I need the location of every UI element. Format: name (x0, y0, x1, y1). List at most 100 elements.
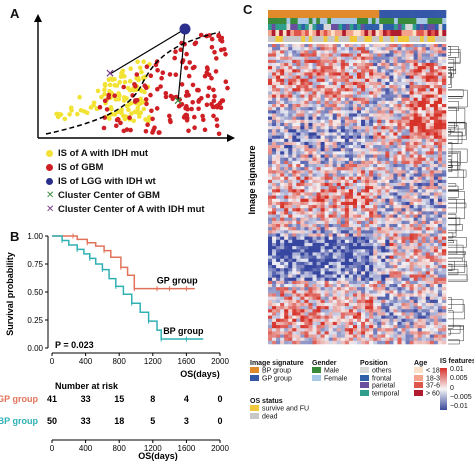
scatter-point-red (209, 44, 215, 50)
heatmap-cell (300, 88, 305, 92)
heatmap-cell (437, 154, 443, 158)
heatmap-cell (276, 75, 281, 80)
heatmap-cell (340, 81, 346, 86)
heatmap-cell (437, 214, 443, 218)
heatmap-cell (336, 261, 342, 266)
heatmap-cell (312, 306, 317, 310)
heatmap-cell (373, 179, 378, 184)
annotation-cell (438, 10, 443, 18)
heatmap-cell (421, 69, 427, 73)
heatmap-cell (437, 280, 443, 285)
heatmap-cell (276, 325, 281, 329)
heatmap-cell (401, 239, 406, 244)
heatmap-cell (357, 309, 362, 313)
heatmap-cell (441, 53, 447, 57)
heatmap-cell (300, 328, 305, 332)
heatmap-cell (401, 255, 406, 260)
heatmap-cell (292, 53, 297, 57)
annotation-cell (293, 18, 298, 24)
heatmap-cell (272, 85, 277, 89)
heatmap-cell (316, 287, 321, 291)
scatter-point-yellow (102, 81, 108, 87)
heatmap-cell (381, 312, 386, 316)
annotation-cell (338, 30, 343, 36)
heatmap-cell (272, 312, 277, 316)
heatmap-cell (316, 293, 321, 297)
heatmap-cell (433, 274, 439, 278)
heatmap-cell (425, 186, 431, 190)
heatmap-cell (332, 47, 338, 51)
heatmap-cell (441, 261, 447, 266)
heatmap-cell (340, 230, 346, 234)
annotation-cell (379, 18, 384, 24)
heatmap-cell (288, 72, 293, 76)
heatmap-cell (365, 110, 370, 114)
heatmap-cell (332, 198, 338, 203)
heatmap-cell (361, 280, 366, 285)
heatmap-cell (405, 271, 410, 275)
heatmap-cell (377, 258, 382, 263)
heatmap-cell (381, 195, 386, 200)
heatmap-cell (352, 113, 358, 117)
heatmap-cell (429, 220, 435, 225)
heatmap-cell (268, 75, 273, 80)
heatmap-cell (332, 173, 338, 177)
annotation-cell (275, 30, 280, 36)
heatmap-cell (425, 293, 431, 297)
heatmap-cell (409, 252, 414, 256)
heatmap-cell (344, 224, 350, 228)
dendrogram-branch (448, 297, 452, 310)
annotation-cell (312, 30, 317, 36)
heatmap-cell (357, 290, 362, 294)
heatmap-cell (425, 201, 431, 206)
heatmap-cell (385, 47, 390, 51)
heatmap-cell (296, 220, 301, 225)
heatmap-cell (340, 132, 346, 136)
heatmap-cell (344, 258, 350, 263)
heatmap-cell (280, 182, 285, 187)
heatmap-cell (284, 151, 289, 155)
heatmap-cell (361, 59, 366, 64)
heatmap-cell (413, 85, 418, 89)
heatmap-cell (340, 116, 346, 121)
heatmap-cell (413, 249, 418, 253)
heatmap-cell (389, 334, 394, 338)
heatmap-cell (409, 321, 414, 326)
heatmap-cell (421, 110, 427, 114)
dendrogram-branch (448, 183, 457, 187)
heatmap-cell (288, 224, 293, 228)
annotation-cell (401, 24, 406, 30)
heatmap-cell (433, 176, 439, 181)
heatmap-row-dendrogram (448, 46, 468, 345)
heatmap-cell (276, 224, 281, 228)
scatter-point-red (155, 86, 160, 92)
heatmap-cell (316, 334, 321, 338)
dendrogram-branch (448, 96, 463, 99)
heatmap-cell (373, 176, 378, 181)
heatmap-cell (352, 164, 358, 168)
heatmap-cell (369, 186, 374, 190)
heatmap-cell (397, 44, 402, 48)
heatmap-cell (308, 91, 313, 95)
heatmap-cell (296, 122, 301, 127)
heatmap-cell (421, 182, 427, 187)
heatmap-cell (284, 189, 289, 193)
heatmap-cell (292, 170, 297, 174)
heatmap-cell (312, 110, 317, 114)
heatmap-cell (393, 141, 398, 146)
heatmap-cell (421, 129, 427, 133)
annotation-cell (323, 36, 328, 42)
heatmap-cell (433, 246, 439, 250)
heatmap-cell (429, 126, 435, 130)
heatmap-cell (276, 220, 281, 225)
heatmap-cell (344, 119, 350, 124)
heatmap-cell (441, 312, 447, 316)
heatmap-cell (344, 312, 350, 316)
heatmap-cell (425, 268, 431, 272)
heatmap-cell (272, 293, 277, 297)
heatmap-cell (308, 160, 313, 165)
heatmap-cell (336, 69, 342, 73)
heatmap-cell (413, 129, 418, 133)
heatmap-cell (369, 154, 374, 158)
heatmap-cell (393, 94, 398, 98)
